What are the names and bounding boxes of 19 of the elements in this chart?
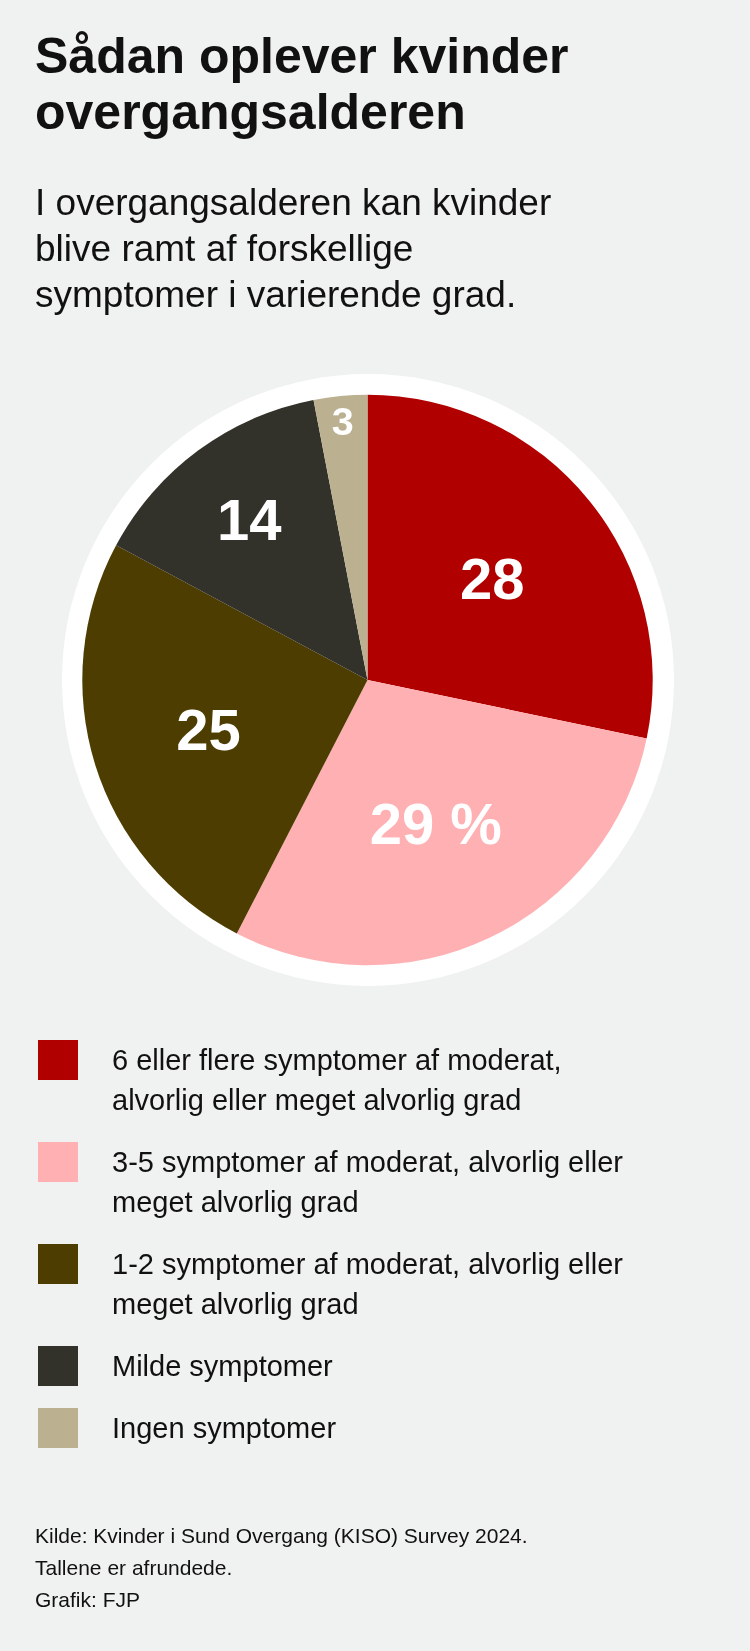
data-label: 14 [216, 486, 282, 552]
legend-label: 6 eller flere symptomer af moderat, alvorlig eller meget alvorlig grad [112, 1043, 563, 1118]
chart-subtitle: I overgangsalderen kan kvinder blive ramt af forskellige symptomer i varierende grad. [35, 181, 553, 317]
legend-label: 1-2 symptomer af moderat, alvorlig eller meget alvorlig grad [112, 1247, 624, 1322]
legend-label: Milde symptomer [112, 1349, 333, 1384]
data-label: 29 % [369, 790, 502, 856]
pie-slice [82, 545, 368, 934]
legend-label: Ingen symptomer [112, 1411, 337, 1446]
data-label: 28 [459, 546, 525, 612]
text: Kilde: Kvinder i Sund Overgang (KISO) Survey 2024. [35, 1523, 528, 1549]
legend-label: 3-5 symptomer af moderat, alvorlig eller meget alvorlig grad [112, 1145, 624, 1220]
pie-slice [313, 394, 368, 680]
chart-title: Sådan oplever kvinder overgangsalderen [35, 28, 570, 140]
data-label: 25 [176, 696, 241, 762]
text: Tallene er afrundede. [35, 1555, 234, 1581]
text: Grafik: FJP [35, 1587, 141, 1613]
pie-slice [116, 399, 368, 680]
data-label: 3 [331, 398, 354, 443]
pie-slice [367, 394, 653, 739]
